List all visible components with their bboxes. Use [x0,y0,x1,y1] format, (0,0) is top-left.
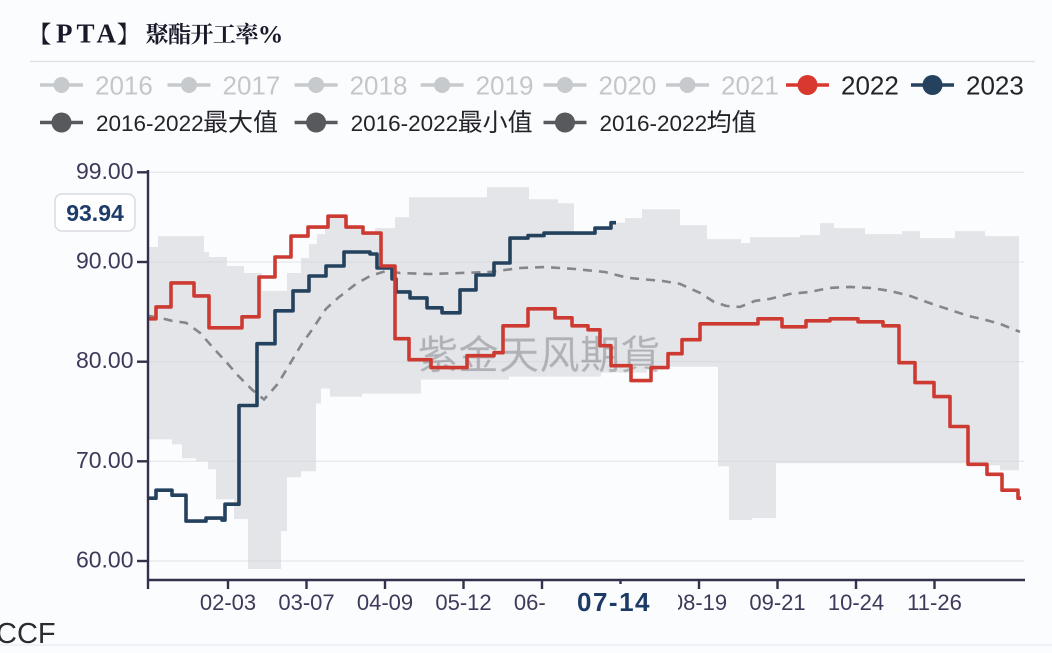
svg-text:05-12: 05-12 [435,590,491,615]
svg-text:07-14: 07-14 [577,587,651,617]
svg-text:2021: 2021 [721,71,779,101]
svg-text:2020: 2020 [599,71,657,101]
svg-text:60.00: 60.00 [76,547,134,573]
svg-text:10-24: 10-24 [828,590,884,615]
svg-text:04-09: 04-09 [357,590,413,615]
svg-text:80.00: 80.00 [76,347,134,373]
svg-text:2016-2022: 2016-2022 [351,111,459,136]
svg-text:%: % [258,20,284,49]
svg-text:11-26: 11-26 [907,590,962,615]
svg-text:99.00: 99.00 [76,158,134,184]
svg-text:08-19: 08-19 [671,590,727,615]
svg-text:2019: 2019 [476,71,534,101]
svg-text:93.94: 93.94 [66,200,124,226]
svg-text:2016: 2016 [95,71,153,101]
svg-text:2018: 2018 [350,71,408,101]
svg-text:2023: 2023 [966,71,1024,101]
svg-text:02-03: 02-03 [200,590,256,615]
svg-text:CCF: CCF [0,618,56,648]
svg-text:2022: 2022 [841,71,899,101]
svg-text:90.00: 90.00 [76,248,134,274]
svg-text:2017: 2017 [223,71,281,101]
svg-text:03-07: 03-07 [278,590,334,615]
svg-text:PTA: PTA [56,19,120,49]
svg-text:2016-2022: 2016-2022 [600,111,708,136]
svg-text:70.00: 70.00 [76,447,134,473]
svg-text:2016-2022: 2016-2022 [96,111,204,136]
svg-text:09-21: 09-21 [749,590,805,615]
